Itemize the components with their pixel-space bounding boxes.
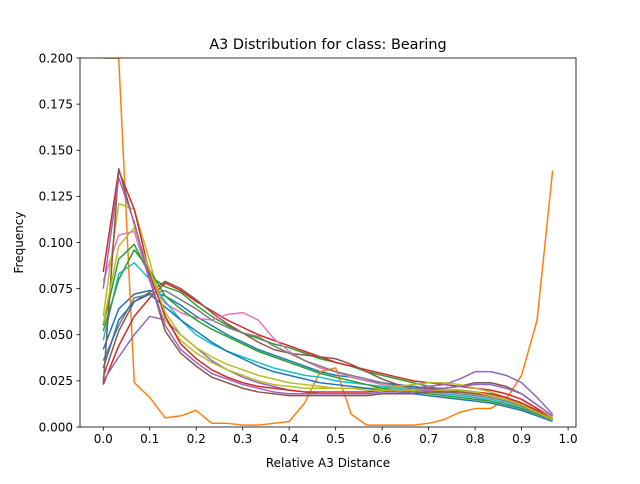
x-tick-label: 0.7 (419, 432, 438, 446)
y-axis-ticks: 0.000 0.025 0.050 0.075 0.100 0.125 0.150 0.175… (39, 51, 80, 434)
series-line-16 (102, 177, 554, 417)
x-tick-label: 0.3 (233, 432, 252, 446)
series-line-12 (102, 249, 553, 421)
series-line-11 (102, 293, 553, 423)
x-tick-label: 0.6 (373, 432, 392, 446)
y-tick-label: 0.150 (39, 144, 73, 158)
y-tick-label: 0.075 (39, 282, 73, 296)
plot-area-frame (79, 57, 577, 428)
series-line-14 (102, 167, 553, 421)
y-tick-label: 0.175 (39, 97, 73, 111)
x-tick-label: 0.5 (326, 432, 345, 446)
y-axis-label: Frequency (12, 212, 26, 274)
y-tick-label: 0.000 (39, 420, 73, 434)
chart-title: A3 Distribution for class: Bearing (209, 37, 446, 53)
x-tick-label: 0.8 (466, 432, 485, 446)
series-line-6 (102, 280, 554, 417)
x-axis-ticks: 0.0 0.1 0.2 0.3 0.4 0.5 0.6 0.7 0.8 0.9 1.0 (94, 427, 578, 446)
series-line-8 (102, 289, 553, 421)
y-tick-label: 0.125 (39, 190, 73, 204)
series-line-9 (102, 203, 553, 419)
x-tick-label: 0.4 (280, 432, 299, 446)
y-tick-label: 0.050 (39, 328, 73, 342)
y-tick-label: 0.200 (39, 51, 73, 65)
x-tick-label: 0.9 (512, 432, 531, 446)
x-tick-label: 1.0 (559, 432, 578, 446)
y-tick-label: 0.025 (39, 374, 73, 388)
series-line-15 (102, 226, 553, 421)
x-tick-label: 0.1 (140, 432, 159, 446)
series-lines (102, 58, 554, 426)
x-tick-label: 0.2 (187, 432, 206, 446)
y-tick-label: 0.100 (39, 236, 73, 250)
x-axis-label: Relative A3 Distance (266, 456, 390, 470)
x-tick-label: 0.0 (94, 432, 113, 446)
